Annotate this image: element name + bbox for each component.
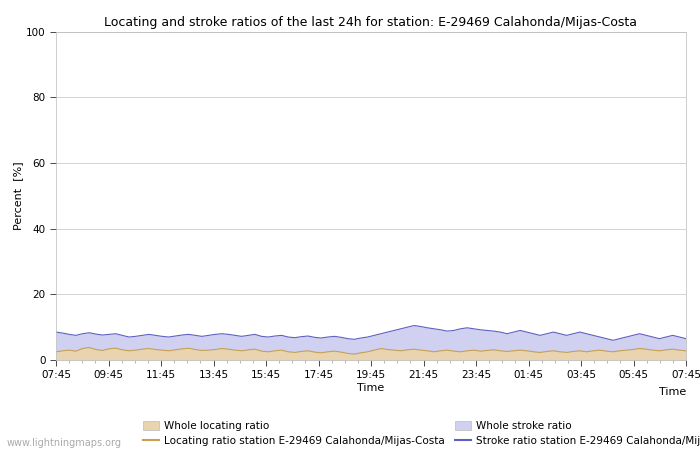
Legend: Whole locating ratio, Locating ratio station E-29469 Calahonda/Mijas-Costa, Whol: Whole locating ratio, Locating ratio sta… — [143, 421, 700, 446]
Text: www.lightningmaps.org: www.lightningmaps.org — [7, 438, 122, 448]
Title: Locating and stroke ratios of the last 24h for station: E-29469 Calahonda/Mijas-: Locating and stroke ratios of the last 2… — [104, 16, 638, 29]
X-axis label: Time: Time — [358, 383, 384, 393]
Y-axis label: Percent  [%]: Percent [%] — [13, 162, 23, 230]
Text: Time: Time — [659, 387, 686, 397]
